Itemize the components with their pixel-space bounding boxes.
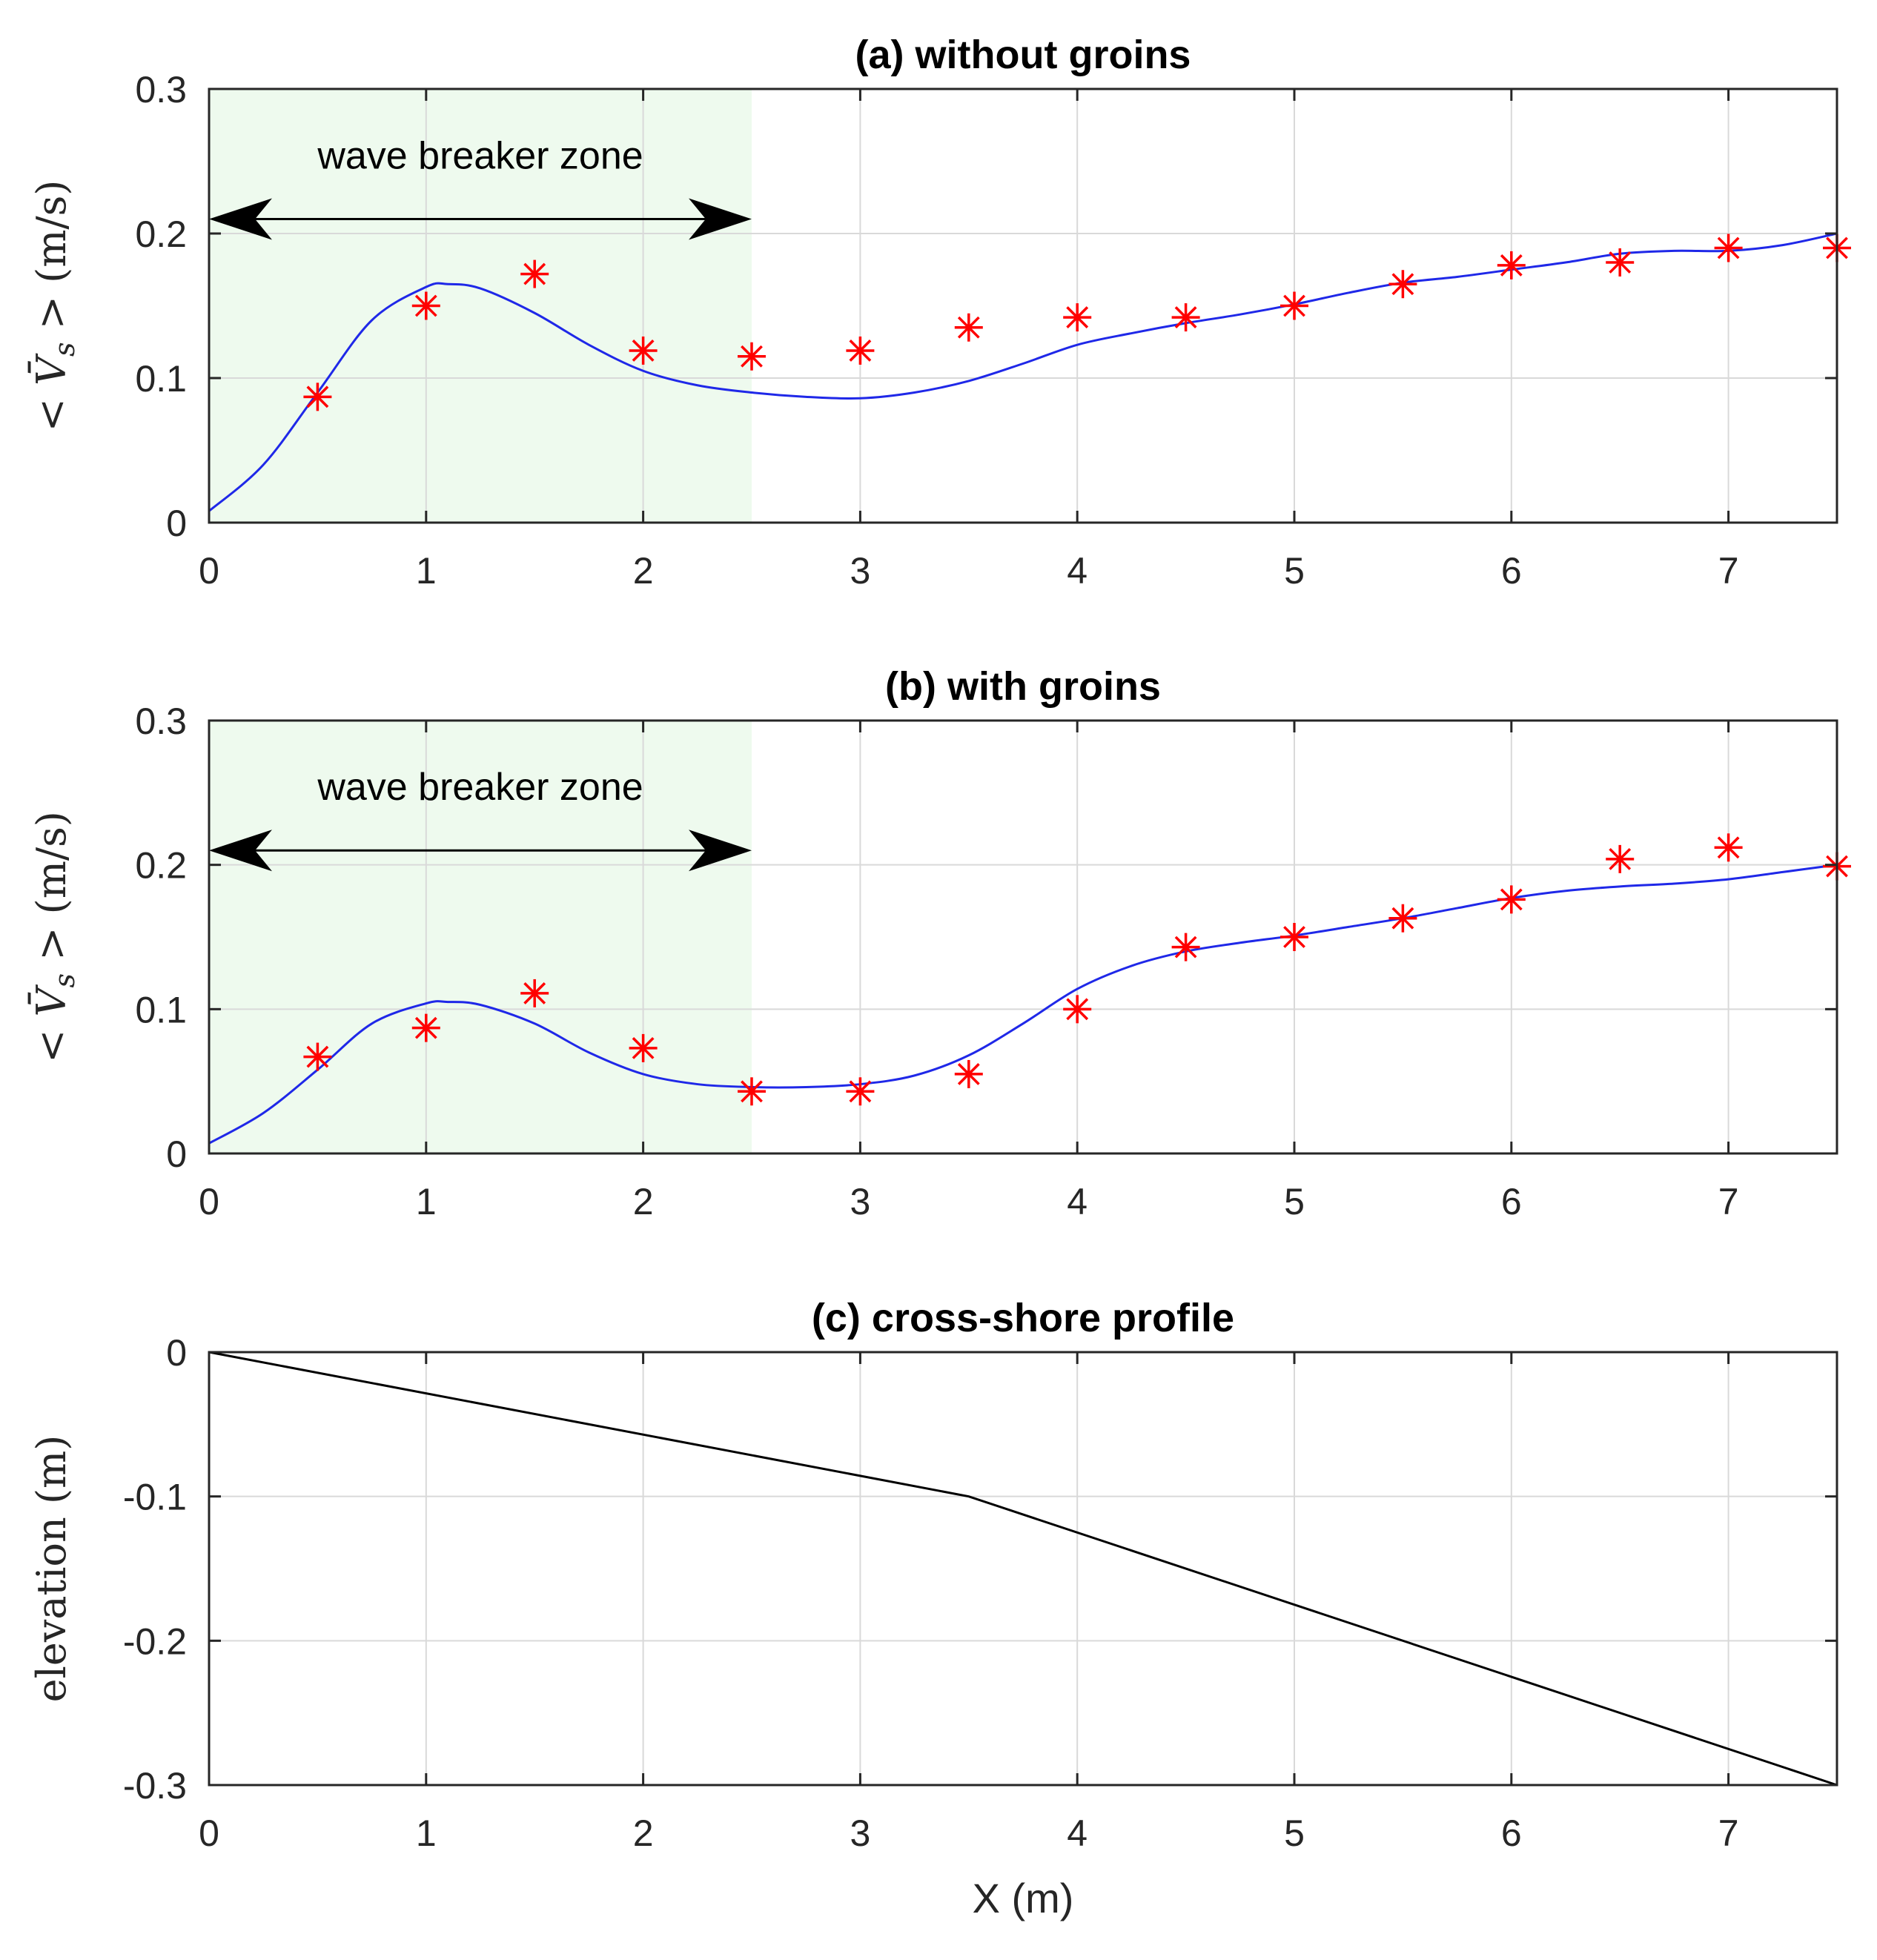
x-tick-label: 1 (416, 1812, 437, 1854)
data-point (1063, 995, 1092, 1024)
series-markers-measured (303, 833, 1851, 1106)
data-point (1280, 923, 1308, 951)
data-point (520, 259, 549, 288)
data-point (1280, 291, 1308, 320)
x-tick-label: 5 (1284, 1181, 1305, 1222)
arrowhead-left-icon (209, 198, 272, 240)
y-tick-label: 0.3 (135, 701, 187, 742)
data-point (1606, 248, 1635, 277)
breaker-zone-shading (209, 89, 752, 523)
x-tick-label: 0 (199, 1812, 219, 1854)
x-tick-label: 7 (1718, 1181, 1739, 1222)
data-point (738, 342, 766, 371)
x-tick-label: 0 (199, 550, 219, 592)
breaker-zone-arrow (209, 198, 752, 240)
y-tick-label: 0.2 (135, 213, 187, 255)
y-tick-label: 0.2 (135, 845, 187, 887)
x-axis-label: X (m) (973, 1875, 1074, 1921)
data-point (303, 1042, 332, 1071)
data-point (1497, 885, 1526, 914)
x-tick-label: 5 (1284, 1812, 1305, 1854)
x-tick-label: 7 (1718, 1812, 1739, 1854)
data-point (1714, 833, 1743, 862)
data-point (1388, 270, 1417, 299)
arrowhead-left-icon (209, 830, 272, 872)
chart-title: (a) without groins (855, 33, 1191, 77)
data-point (738, 1077, 766, 1106)
chart-c: 0 1 2 3 4 5 6 7 -0.3 -0.2 -0.1 0 (c) cross-shore pro… (28, 1296, 1838, 1921)
data-point (1171, 303, 1200, 332)
x-tick-label: 4 (1067, 550, 1088, 592)
data-point (303, 383, 332, 411)
y-tick-label: 0 (166, 1332, 187, 1374)
data-point (846, 336, 875, 365)
x-tick-label: 1 (416, 1181, 437, 1222)
x-tick-label: 3 (850, 1812, 870, 1854)
y-tick-label: 0.3 (135, 69, 187, 110)
data-point (629, 336, 658, 365)
x-tick-label: 3 (850, 550, 870, 592)
data-point (411, 291, 440, 320)
chart-a: wave breaker zone 0 1 2 3 4 5 6 7 0 0.1 0.2 0.3 (a) w… (27, 33, 1851, 592)
x-tick-label: 2 (633, 1812, 654, 1854)
data-point (846, 1077, 875, 1106)
axes-box (208, 719, 1838, 1155)
data-point (1388, 904, 1417, 933)
x-tick-label: 6 (1501, 1181, 1522, 1222)
y-tick-label: 0 (166, 1133, 187, 1175)
breaker-zone-label: wave breaker zone (317, 766, 643, 809)
x-tick-label: 0 (199, 1181, 219, 1222)
series-line-profile (208, 1351, 1838, 1787)
chart-b: wave breaker zone 0 1 2 3 4 5 6 7 0 0.1 0.2 0.3 (b) w… (27, 664, 1851, 1222)
y-tick-label: -0.2 (123, 1620, 187, 1662)
y-tick-label: 0.1 (135, 358, 187, 400)
data-point (1063, 303, 1092, 332)
x-tick-label: 5 (1284, 550, 1305, 592)
data-point (1606, 844, 1635, 873)
x-tick-label: 7 (1718, 550, 1739, 592)
breaker-zone-shading (209, 721, 752, 1153)
series-line-model (208, 232, 1838, 512)
x-tick-label: 2 (633, 550, 654, 592)
chart-title: (b) with groins (885, 664, 1161, 709)
series-line-model (208, 864, 1838, 1145)
x-tick-label: 1 (416, 550, 437, 592)
axes-box (208, 87, 1838, 524)
arrowhead-right-icon (689, 198, 752, 240)
data-point (954, 1059, 983, 1088)
data-point (954, 313, 983, 342)
data-point (629, 1033, 658, 1062)
y-axis-label: < V̄s > (m/s) (27, 811, 81, 1063)
y-tick-label: -0.1 (123, 1477, 187, 1518)
x-tick-label: 2 (633, 1181, 654, 1222)
data-point (1171, 933, 1200, 961)
y-tick-label: 0 (166, 503, 187, 544)
axes-box (208, 1351, 1838, 1787)
x-tick-label: 6 (1501, 1812, 1522, 1854)
y-axis-label: < V̄s > (m/s) (27, 180, 81, 432)
y-tick-label: 0.1 (135, 989, 187, 1030)
x-tick-label: 4 (1067, 1812, 1088, 1854)
x-tick-label: 4 (1067, 1181, 1088, 1222)
y-tick-label: -0.3 (123, 1765, 187, 1807)
x-tick-label: 3 (850, 1181, 870, 1222)
data-point (1714, 234, 1743, 262)
chart-title: (c) cross-shore profile (812, 1296, 1234, 1340)
data-point (520, 979, 549, 1007)
x-tick-label: 6 (1501, 550, 1522, 592)
data-point (411, 1013, 440, 1042)
y-axis-label: elevation (m) (28, 1435, 75, 1703)
breaker-zone-arrow (209, 830, 752, 872)
arrowhead-right-icon (689, 830, 752, 872)
data-point (1497, 251, 1526, 279)
breaker-zone-label: wave breaker zone (317, 134, 643, 177)
